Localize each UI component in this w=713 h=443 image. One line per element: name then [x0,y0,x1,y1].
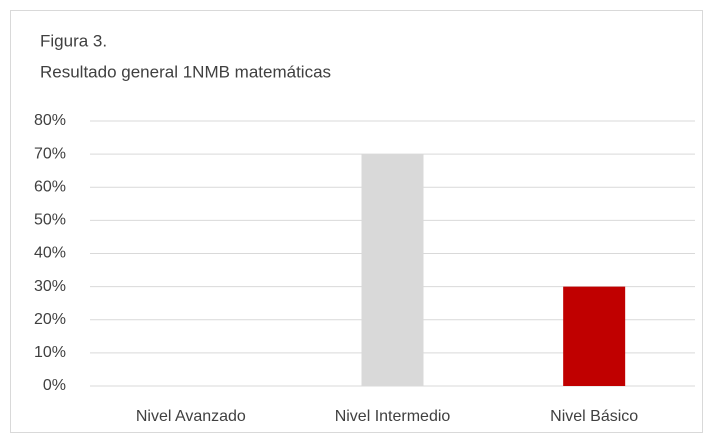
x-tick-label: Nivel Avanzado [136,408,246,425]
y-tick-label: 40% [34,245,66,262]
y-tick-label: 30% [34,278,66,295]
y-tick-label: 50% [34,212,66,229]
x-tick-label: Nivel Intermedio [335,408,451,425]
x-tick-label: Nivel Básico [550,408,638,425]
y-tick-label: 60% [34,178,66,195]
y-tick-label: 80% [34,112,66,129]
y-tick-label: 20% [34,311,66,328]
bar [563,286,626,386]
y-tick-label: 70% [34,145,66,162]
y-tick-label: 10% [34,344,66,361]
chart-subtitle: Resultado general 1NMB matemáticas [40,62,331,81]
y-tick-label: 0% [43,377,66,394]
bar [361,154,424,386]
chart-title: Figura 3. [40,31,107,50]
